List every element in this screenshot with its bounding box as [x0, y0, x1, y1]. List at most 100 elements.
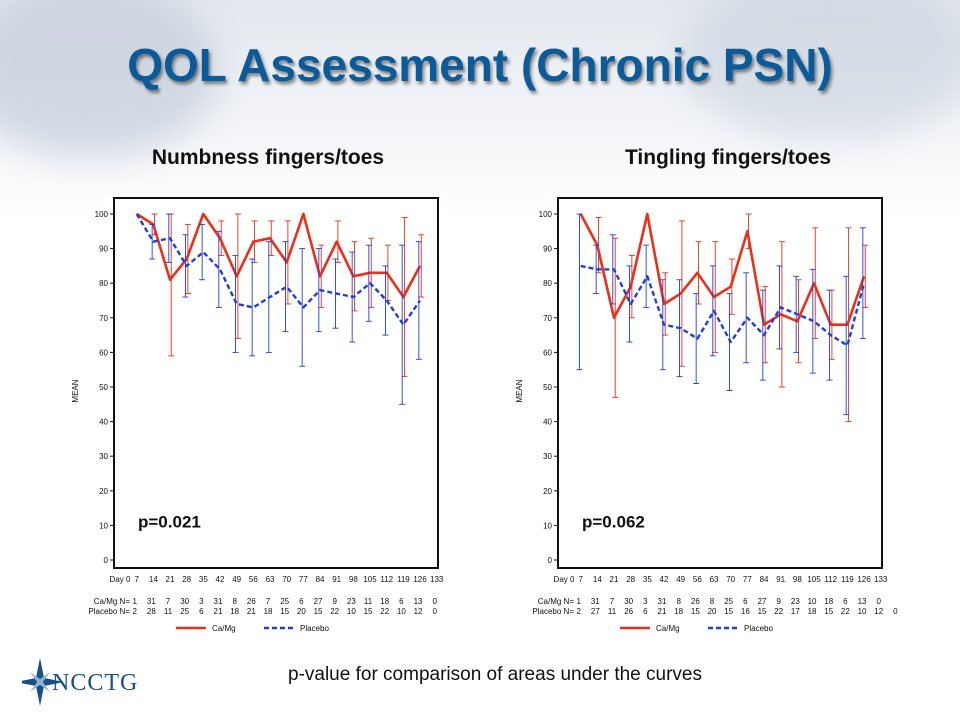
x-tick-label: 35	[199, 575, 208, 584]
x-tick-label: 63	[266, 575, 275, 584]
x-tick-label: 84	[316, 575, 325, 584]
y-tick-label: 30	[99, 452, 108, 461]
n-count: 18	[230, 607, 239, 616]
n-count: 3	[643, 597, 648, 606]
n-count: 15	[280, 607, 289, 616]
n-count: 22	[380, 607, 389, 616]
n-count: 16	[741, 607, 750, 616]
n-count: 15	[724, 607, 733, 616]
x-tick-label: 133	[430, 575, 444, 584]
n-count: 22	[330, 607, 339, 616]
n-count: 27	[314, 597, 323, 606]
x-tick-label: 56	[693, 575, 702, 584]
series-line-camg	[136, 212, 422, 299]
n-count: 22	[774, 607, 783, 616]
x-tick-label: 28	[182, 575, 191, 584]
n-count: 8	[710, 597, 715, 606]
n-count: 30	[180, 597, 189, 606]
n-count: 3	[199, 597, 204, 606]
p-value-annotation: p=0.062	[582, 512, 645, 531]
series-line-placebo	[580, 264, 866, 347]
n-count: 21	[658, 607, 667, 616]
x-tick-label: 70	[282, 575, 291, 584]
x-tick-label: 63	[710, 575, 719, 584]
y-tick-label: 90	[99, 245, 108, 254]
legend-label: Placebo	[300, 624, 329, 633]
n-count: 10	[347, 607, 356, 616]
n-count: 11	[364, 597, 373, 606]
ncctg-logo	[22, 658, 64, 706]
n-count: 15	[824, 607, 833, 616]
y-tick-label: 20	[543, 487, 552, 496]
n-count: 13	[414, 597, 423, 606]
legend-label: Ca/Mg	[656, 624, 680, 633]
n-count: 31	[147, 597, 156, 606]
y-tick-label: 50	[543, 383, 552, 392]
n-count: 27	[591, 607, 600, 616]
x-tick-label: 119	[397, 575, 410, 584]
y-tick-label: 50	[99, 383, 108, 392]
n-count: 1	[132, 597, 137, 606]
x-tick-label: 133	[874, 575, 888, 584]
x-tick-label: 98	[349, 575, 358, 584]
n-count: 20	[297, 607, 306, 616]
n-count: 15	[364, 607, 373, 616]
n-count: 9	[776, 597, 781, 606]
x-tick-label: 112	[824, 575, 837, 584]
n-count: 31	[591, 597, 600, 606]
n-count: 7	[610, 597, 615, 606]
y-tick-label: 60	[543, 348, 552, 357]
chart-title-tingling: Tingling fingers/toes	[624, 146, 832, 169]
n-count: 9	[332, 597, 337, 606]
n-count: 21	[247, 607, 256, 616]
n-count: 8	[232, 597, 237, 606]
n-count: 31	[214, 597, 223, 606]
x-tick-label: 105	[807, 575, 821, 584]
x-tick-label: 91	[332, 575, 341, 584]
x-tick-label: 126	[413, 575, 427, 584]
n-count: 6	[299, 597, 304, 606]
n-count: 0	[893, 607, 898, 616]
y-tick-label: 80	[99, 279, 108, 288]
y-tick-label: 0	[548, 556, 553, 565]
x-tick-label: Day 0	[554, 575, 575, 584]
x-tick-label: 56	[249, 575, 258, 584]
n-row-label: Ca/Mg N=	[538, 597, 575, 606]
n-count: 6	[399, 597, 404, 606]
n-count: 0	[876, 597, 881, 606]
n-count: 2	[132, 607, 137, 616]
n-count: 10	[858, 607, 867, 616]
n-count: 0	[432, 607, 437, 616]
n-count: 26	[247, 597, 256, 606]
n-count: 10	[808, 597, 817, 606]
n-count: 7	[166, 597, 171, 606]
n-count: 21	[214, 607, 223, 616]
x-tick-label: 77	[743, 575, 752, 584]
y-tick-label: 100	[539, 210, 553, 219]
n-count: 8	[676, 597, 681, 606]
y-tick-label: 10	[99, 521, 108, 530]
n-count: 6	[843, 597, 848, 606]
n-count: 25	[724, 597, 733, 606]
n-count: 26	[624, 607, 633, 616]
n-count: 12	[414, 607, 423, 616]
legend-label: Placebo	[744, 624, 773, 633]
series-line-camg	[579, 212, 866, 326]
y-tick-label: 100	[95, 210, 109, 219]
logo-text: NCCTG	[52, 670, 139, 696]
n-count: 12	[874, 607, 883, 616]
n-count: 17	[791, 607, 800, 616]
y-tick-label: 10	[543, 521, 552, 530]
x-tick-label: 35	[643, 575, 652, 584]
y-axis-label: MEAN	[515, 379, 524, 402]
n-row-label: Placebo N=	[88, 607, 130, 616]
x-tick-label: 77	[299, 575, 308, 584]
n-count: 18	[824, 597, 833, 606]
slide-title: QOL Assessment (Chronic PSN)	[127, 39, 833, 91]
y-tick-label: 40	[99, 418, 108, 427]
n-count: 11	[608, 607, 617, 616]
n-count: 23	[791, 597, 800, 606]
n-count: 15	[314, 607, 323, 616]
